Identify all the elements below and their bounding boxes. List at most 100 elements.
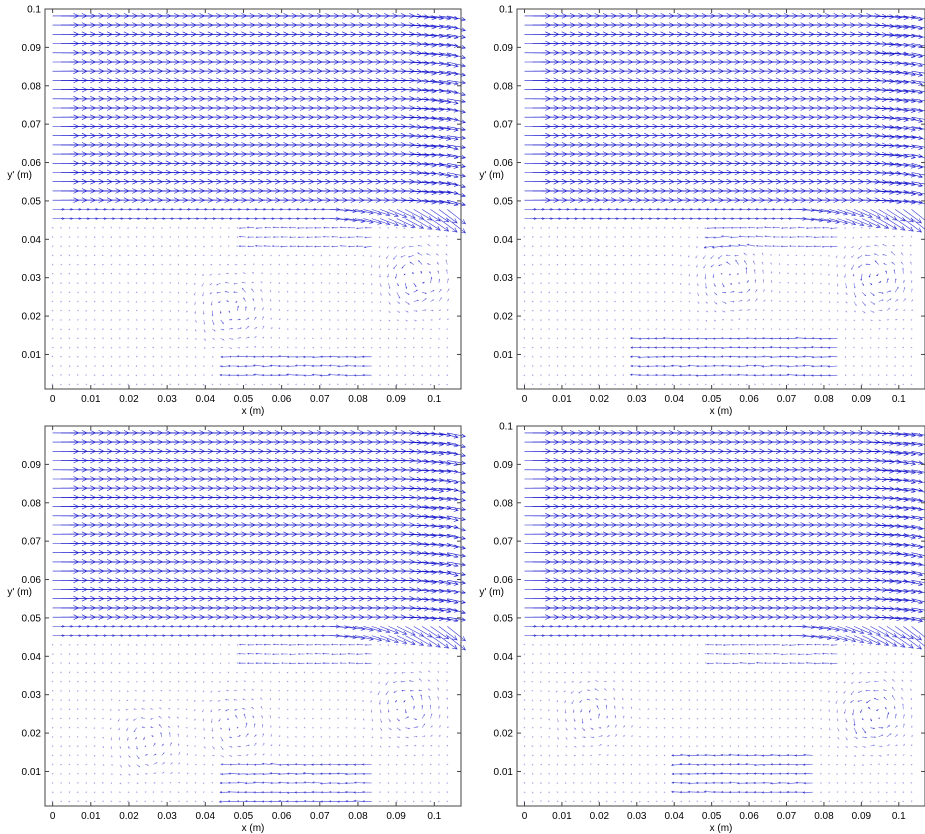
- velocity-arrow: [370, 337, 373, 340]
- velocity-arrow: [186, 671, 188, 674]
- velocity-arrow: [663, 383, 666, 386]
- velocity-arrow: [903, 172, 924, 179]
- velocity-arrow: [429, 653, 432, 655]
- velocity-arrow: [119, 764, 123, 768]
- velocity-arrow: [178, 751, 181, 756]
- velocity-arrow: [211, 374, 214, 376]
- velocity-arrow: [244, 671, 247, 674]
- velocity-arrow: [295, 272, 298, 275]
- velocity-arrow: [853, 337, 855, 340]
- velocity-arrow: [893, 235, 896, 238]
- velocity-arrow: [564, 300, 567, 303]
- velocity-arrow: [845, 374, 847, 377]
- velocity-arrow: [902, 327, 905, 330]
- velocity-arrow: [721, 346, 731, 350]
- velocity-arrow: [312, 319, 314, 321]
- velocity-arrow: [337, 383, 339, 385]
- velocity-arrow: [286, 717, 289, 720]
- velocity-arrow: [203, 745, 206, 749]
- velocity-arrow: [102, 318, 104, 321]
- velocity-arrow: [901, 244, 904, 247]
- velocity-arrow: [102, 245, 104, 248]
- velocity-arrow: [647, 263, 650, 266]
- velocity-arrow: [143, 319, 146, 321]
- velocity-arrow: [235, 680, 238, 683]
- velocity-arrow: [446, 346, 448, 349]
- velocity-arrow: [737, 327, 740, 330]
- velocity-arrow: [911, 309, 914, 312]
- velocity-arrow: [614, 374, 617, 377]
- velocity-arrow: [85, 328, 87, 330]
- velocity-arrow: [270, 744, 273, 747]
- velocity-arrow: [737, 346, 747, 349]
- velocity-arrow: [565, 263, 567, 266]
- velocity-arrow: [437, 773, 440, 775]
- velocity-arrow: [186, 264, 188, 266]
- velocity-arrow: [828, 319, 831, 321]
- velocity-arrow: [606, 355, 608, 358]
- velocity-arrow: [242, 272, 246, 275]
- velocity-arrow: [235, 254, 238, 257]
- velocity-arrow: [294, 772, 305, 776]
- velocity-arrow: [85, 291, 87, 294]
- velocity-arrow: [355, 235, 364, 238]
- velocity-arrow: [413, 180, 437, 186]
- velocity-arrow: [77, 328, 79, 331]
- velocity-arrow: [177, 355, 180, 358]
- velocity-arrow: [910, 346, 913, 349]
- velocity-arrow: [403, 273, 406, 276]
- velocity-arrow: [605, 374, 608, 376]
- velocity-arrow: [447, 24, 466, 32]
- velocity-arrow: [161, 782, 164, 784]
- velocity-arrow: [556, 236, 558, 239]
- velocity-arrow: [345, 690, 348, 692]
- velocity-arrow: [853, 209, 873, 218]
- velocity-arrow: [128, 773, 131, 776]
- velocity-arrow: [910, 270, 912, 274]
- velocity-arrow: [902, 319, 905, 321]
- velocity-arrow: [194, 800, 197, 802]
- velocity-arrow: [186, 355, 188, 358]
- velocity-arrow: [655, 364, 665, 368]
- velocity-arrow: [379, 283, 382, 288]
- velocity-arrow: [252, 715, 255, 719]
- velocity-arrow: [328, 763, 339, 766]
- velocity-arrow: [753, 346, 764, 349]
- velocity-arrow: [581, 300, 583, 303]
- velocity-arrow: [894, 374, 896, 376]
- velocity-arrow: [225, 709, 230, 712]
- velocity-arrow: [421, 298, 427, 302]
- velocity-arrow: [869, 365, 872, 367]
- velocity-arrow: [152, 291, 154, 294]
- velocity-arrow: [93, 800, 96, 803]
- velocity-arrow: [161, 272, 163, 275]
- velocity-arrow: [152, 356, 155, 358]
- velocity-arrow: [548, 374, 550, 377]
- velocity-arrow: [437, 782, 440, 784]
- velocity-arrow: [245, 733, 249, 738]
- velocity-arrow: [287, 698, 289, 701]
- velocity-arrow: [110, 328, 113, 331]
- velocity-arrow: [388, 745, 391, 748]
- velocity-arrow: [556, 309, 559, 312]
- velocity-arrow: [679, 346, 690, 349]
- velocity-arrow: [233, 291, 238, 293]
- velocity-arrow: [548, 337, 551, 340]
- velocity-arrow: [755, 227, 764, 229]
- velocity-arrow: [161, 227, 163, 229]
- velocity-arrow: [347, 245, 355, 248]
- velocity-arrow: [438, 754, 440, 756]
- velocity-arrow: [60, 300, 63, 303]
- velocity-arrow: [886, 383, 888, 386]
- velocity-arrow: [149, 708, 154, 710]
- velocity-arrow: [802, 364, 813, 367]
- velocity-arrow: [655, 309, 658, 312]
- velocity-arrow: [135, 736, 137, 740]
- velocity-arrow: [396, 301, 401, 304]
- velocity-arrow: [878, 319, 882, 321]
- velocity-arrow: [404, 643, 407, 646]
- velocity-arrow: [420, 662, 423, 664]
- velocity-arrow: [811, 282, 814, 285]
- velocity-arrow: [861, 355, 864, 358]
- velocity-arrow: [186, 245, 188, 248]
